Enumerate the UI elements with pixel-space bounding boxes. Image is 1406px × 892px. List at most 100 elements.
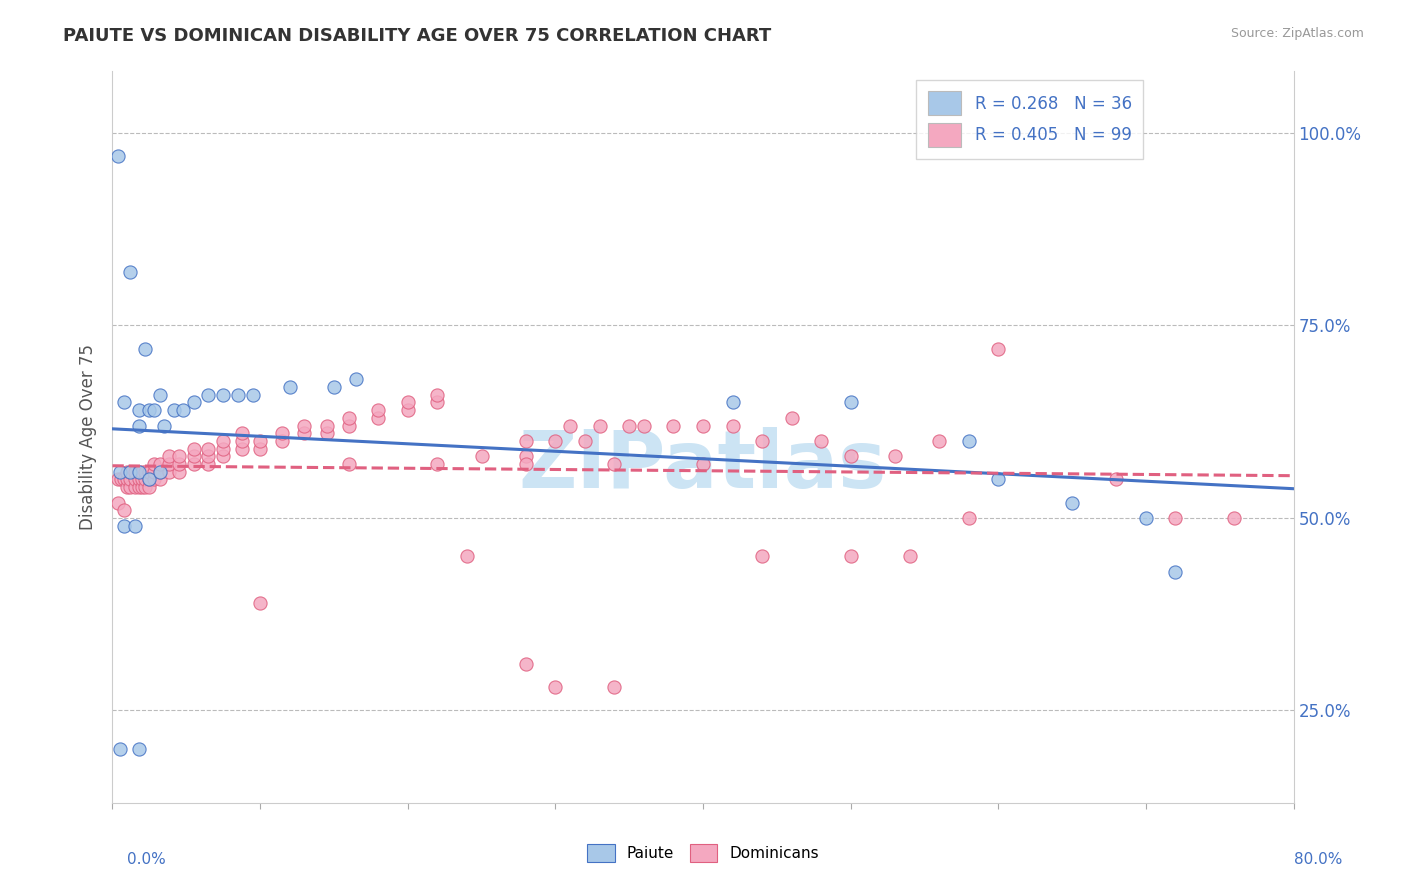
Point: [751, 434, 773, 448]
Point: [134, 342, 156, 356]
Point: [120, 465, 142, 479]
Point: [183, 442, 205, 456]
Point: [124, 472, 146, 486]
Point: [426, 388, 449, 402]
Point: [167, 450, 190, 464]
Point: [142, 472, 165, 486]
Point: [212, 442, 235, 456]
Point: [131, 472, 153, 486]
Point: [249, 442, 271, 456]
Point: [721, 418, 744, 433]
Point: [633, 418, 655, 433]
Point: [292, 426, 315, 441]
Text: ZIPatlas: ZIPatlas: [519, 427, 887, 506]
Point: [128, 403, 150, 417]
Point: [120, 465, 142, 479]
Point: [558, 418, 582, 433]
Point: [721, 395, 744, 409]
Point: [128, 472, 150, 486]
Point: [112, 503, 135, 517]
Point: [183, 450, 205, 464]
Text: PAIUTE VS DOMINICAN DISABILITY AGE OVER 75 CORRELATION CHART: PAIUTE VS DOMINICAN DISABILITY AGE OVER …: [63, 27, 772, 45]
Point: [107, 149, 129, 163]
Point: [124, 518, 146, 533]
Point: [142, 465, 165, 479]
Point: [117, 472, 138, 486]
Point: [780, 410, 803, 425]
Point: [1062, 495, 1084, 509]
Point: [249, 434, 271, 448]
Point: [120, 472, 142, 486]
Point: [212, 388, 235, 402]
Point: [134, 480, 156, 494]
Point: [138, 472, 160, 486]
Point: [588, 418, 610, 433]
Point: [108, 742, 131, 756]
Point: [138, 472, 160, 486]
Point: [142, 457, 165, 471]
Point: [544, 434, 567, 448]
Point: [138, 403, 160, 417]
Point: [544, 681, 567, 695]
Point: [128, 418, 150, 433]
Point: [839, 450, 862, 464]
Point: [470, 450, 494, 464]
Point: [1135, 511, 1157, 525]
Point: [153, 418, 176, 433]
Point: [134, 472, 156, 486]
Point: [315, 418, 337, 433]
Point: [226, 388, 249, 402]
Point: [337, 457, 360, 471]
Point: [167, 465, 190, 479]
Point: [108, 465, 131, 479]
Point: [337, 410, 360, 425]
Point: [112, 518, 135, 533]
Point: [323, 380, 346, 394]
Point: [107, 472, 129, 486]
Point: [124, 465, 146, 479]
Point: [112, 395, 135, 409]
Point: [344, 372, 367, 386]
Point: [167, 457, 190, 471]
Point: [692, 457, 714, 471]
Point: [292, 418, 315, 433]
Point: [810, 434, 832, 448]
Point: [692, 418, 714, 433]
Point: [619, 418, 641, 433]
Point: [231, 426, 253, 441]
Point: [751, 549, 773, 564]
Point: [515, 434, 537, 448]
Point: [367, 410, 389, 425]
Point: [149, 465, 172, 479]
Point: [426, 457, 449, 471]
Point: [128, 742, 150, 756]
Point: [117, 480, 138, 494]
Point: [128, 465, 150, 479]
Point: [120, 264, 142, 278]
Point: [249, 596, 271, 610]
Text: 80.0%: 80.0%: [1295, 852, 1343, 867]
Point: [987, 342, 1010, 356]
Point: [271, 434, 294, 448]
Text: Source: ZipAtlas.com: Source: ZipAtlas.com: [1230, 27, 1364, 40]
Point: [396, 395, 419, 409]
Point: [131, 480, 153, 494]
Point: [120, 480, 142, 494]
Point: [898, 549, 921, 564]
Point: [928, 434, 950, 448]
Point: [142, 403, 165, 417]
Point: [515, 657, 537, 672]
Point: [515, 457, 537, 471]
Point: [107, 495, 129, 509]
Point: [396, 403, 419, 417]
Point: [149, 465, 172, 479]
Point: [197, 450, 219, 464]
Point: [957, 434, 980, 448]
Point: [987, 472, 1010, 486]
Point: [117, 465, 138, 479]
Point: [662, 418, 685, 433]
Point: [367, 403, 389, 417]
Point: [131, 465, 153, 479]
Point: [884, 450, 907, 464]
Point: [138, 480, 160, 494]
